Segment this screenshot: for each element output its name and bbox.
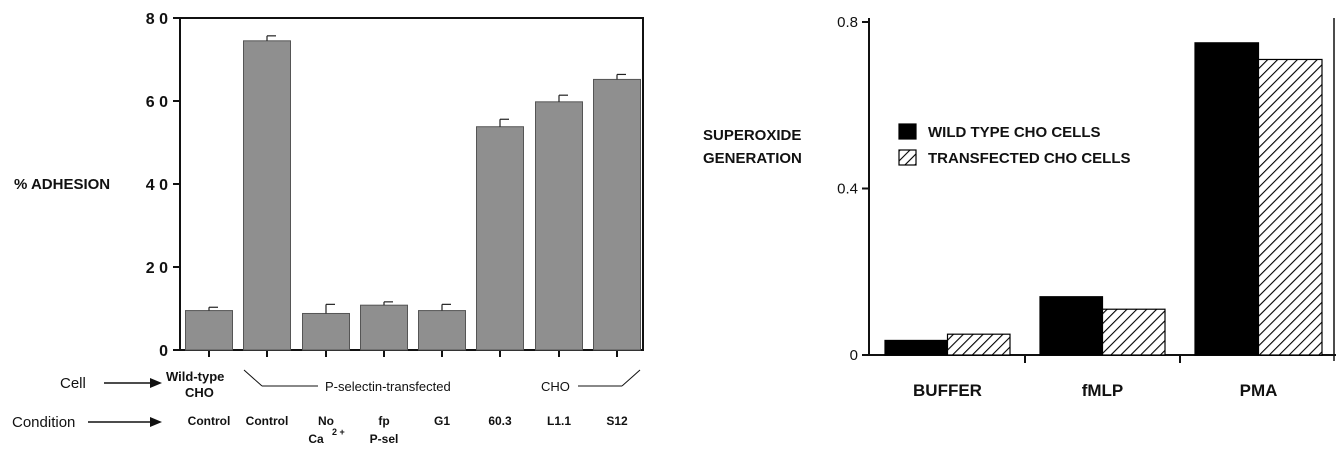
adhesion-bar xyxy=(302,312,350,351)
legend-swatch-wildtype xyxy=(898,123,917,140)
adhesion-y-tick-label: 0 xyxy=(159,343,168,360)
cell-bracket-right-slant xyxy=(621,369,641,387)
superoxide-bar-transfected xyxy=(1257,58,1323,356)
cell-row-arrow-head xyxy=(150,378,162,388)
cell-row-label: Cell xyxy=(60,375,86,392)
adhesion-y-tick-label: 6 0 xyxy=(146,94,168,111)
adhesion-bar xyxy=(476,126,524,351)
condition-row-label: Condition xyxy=(12,414,75,431)
superoxide-y-tick-label: 0 xyxy=(850,347,858,364)
legend-label: TRANSFECTED CHO CELLS xyxy=(928,150,1131,167)
condition-label: Control xyxy=(246,414,289,428)
cell-group-wildtype-line2: CHO xyxy=(185,385,214,400)
adhesion-bar xyxy=(593,78,641,351)
condition-label-line2: Ca xyxy=(308,432,324,446)
superoxide-bar-transfected xyxy=(946,333,1011,356)
superoxide-legend: WILD TYPE CHO CELLS TRANSFECTED CHO CELLS xyxy=(898,123,1131,167)
superoxide-y-axis-label-line1: SUPEROXIDE xyxy=(703,127,801,144)
condition-label: G1 xyxy=(434,414,450,428)
superoxide-y-axis-label-line2: GENERATION xyxy=(703,150,802,167)
adhesion-bar xyxy=(535,101,583,351)
adhesion-bar xyxy=(243,40,291,351)
superoxide-y-tick-label: 0.4 xyxy=(837,181,858,198)
condition-row-arrow-head xyxy=(150,417,162,427)
superoxide-y-tick-label: 0.8 xyxy=(837,14,858,31)
superoxide-category-label: PMA xyxy=(1240,381,1278,400)
superoxide-category-label: fMLP xyxy=(1082,381,1124,400)
cell-group-wildtype-line1: Wild-type xyxy=(166,369,224,384)
adhesion-bar xyxy=(185,310,233,351)
adhesion-chart: % ADHESION 02 04 06 08 0 Cell Wild-typeCH… xyxy=(12,11,644,446)
superoxide-bar-wildtype xyxy=(884,339,949,356)
condition-label: S12 xyxy=(606,414,628,428)
superoxide-chart: SUPEROXIDE GENERATION 0 0.4 0.8 BUFFER fMLP P… xyxy=(703,14,1336,400)
adhesion-y-tick-label: 8 0 xyxy=(146,11,168,28)
superoxide-bars xyxy=(884,42,1323,356)
superoxide-category-label: BUFFER xyxy=(913,381,982,400)
condition-label: fp xyxy=(378,414,389,428)
adhesion-y-tick-label: 2 0 xyxy=(146,260,168,277)
condition-label: Control xyxy=(188,414,231,428)
cell-group-transfected-suffix: CHO xyxy=(541,379,570,394)
condition-label-line2: P-sel xyxy=(370,432,399,446)
legend-label: WILD TYPE CHO CELLS xyxy=(928,124,1101,141)
legend-swatch-transfected xyxy=(898,149,917,166)
condition-label-superscript: 2 + xyxy=(332,427,345,437)
adhesion-bars xyxy=(185,35,641,351)
condition-label: 60.3 xyxy=(488,414,512,428)
adhesion-axes: 0 2 0 4 0 6 0 8 0 xyxy=(146,11,644,360)
superoxide-bar-transfected xyxy=(1101,308,1166,356)
cell-bracket-left-slant xyxy=(243,369,263,387)
adhesion-y-axis-label: % ADHESION xyxy=(14,176,110,193)
adhesion-bar xyxy=(418,310,466,351)
superoxide-bar-wildtype xyxy=(1039,296,1104,356)
condition-label: L1.1 xyxy=(547,414,571,428)
adhesion-bar xyxy=(360,304,408,351)
adhesion-y-tick-label: 4 0 xyxy=(146,177,168,194)
cell-group-transfected: P-selectin-transfected xyxy=(325,379,451,394)
condition-label: No xyxy=(318,414,334,428)
superoxide-bar-wildtype xyxy=(1194,42,1260,356)
